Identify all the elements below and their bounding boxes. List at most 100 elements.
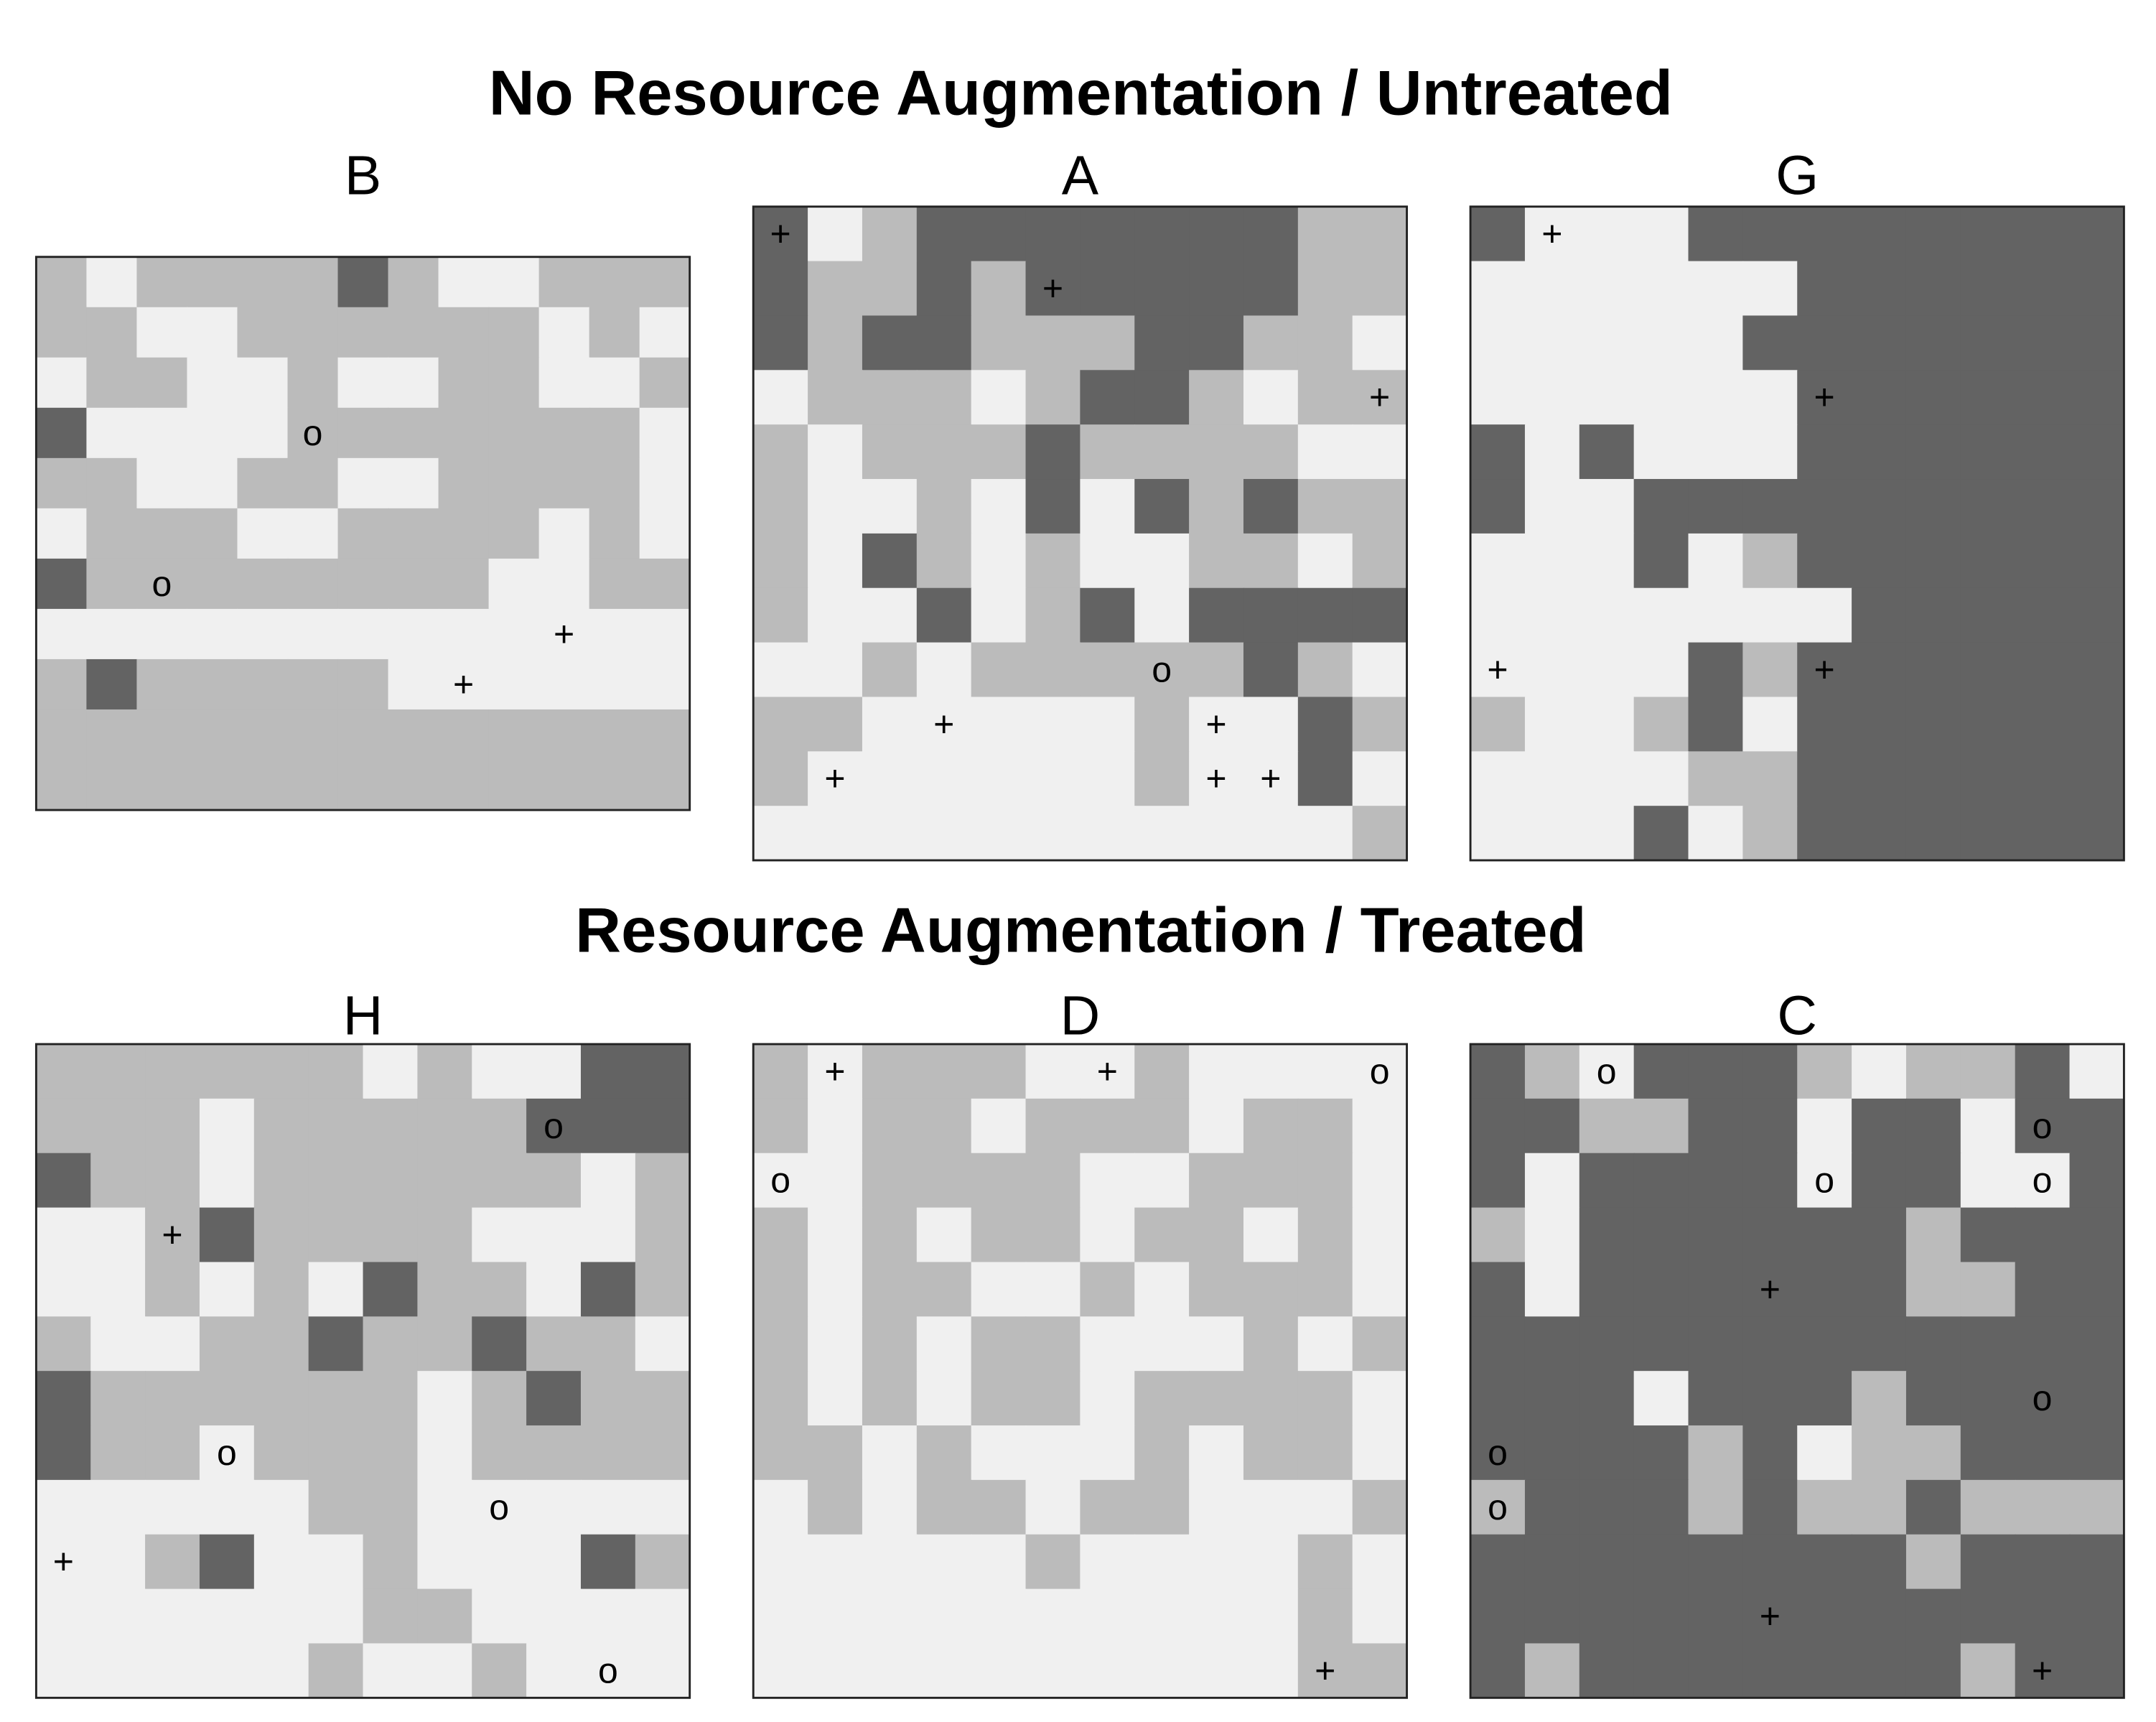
cell: [916, 1643, 972, 1699]
cell: [1797, 533, 1853, 589]
section-title: Resource Augmentation / Treated: [575, 895, 1586, 966]
cell: [639, 709, 691, 760]
cell: [526, 1371, 582, 1426]
cell: [753, 1425, 809, 1481]
cell: [253, 1643, 309, 1699]
cell: [1905, 206, 1961, 262]
cell: [438, 709, 490, 760]
cell: [1633, 1534, 1689, 1590]
cell: [86, 457, 138, 509]
cell: [538, 608, 590, 660]
cell: [1080, 261, 1136, 317]
cell: [1297, 424, 1353, 480]
cell: [1524, 1098, 1580, 1154]
cell: [308, 1262, 364, 1318]
cell: [1742, 1044, 1798, 1099]
cell: [1688, 1316, 1744, 1372]
cell: [1470, 1588, 1526, 1644]
panel-border: [1469, 1043, 2125, 1699]
cell: [237, 658, 289, 710]
cell: [86, 558, 138, 610]
cell: [2069, 1643, 2125, 1699]
cell: [1080, 1643, 1136, 1699]
cell: [2015, 1153, 2071, 1209]
cell: [1134, 1588, 1190, 1644]
cell: [1688, 1262, 1744, 1318]
cell: [808, 751, 863, 807]
cell: [1905, 1425, 1961, 1481]
cell: [145, 1316, 200, 1372]
cell: [36, 1262, 92, 1318]
cell: [308, 1371, 364, 1426]
cell: [1797, 1588, 1853, 1644]
cell: [1080, 1534, 1136, 1590]
cell: [287, 759, 339, 811]
cell: [1352, 806, 1408, 861]
cell: [237, 307, 289, 358]
cell: [639, 407, 691, 459]
cell: [1352, 1316, 1408, 1372]
cell: [1579, 1425, 1635, 1481]
cell: [538, 709, 590, 760]
cell: [86, 407, 138, 459]
cell: [589, 558, 640, 610]
cell: [580, 1534, 636, 1590]
cell: [1189, 479, 1244, 534]
cell: [1352, 370, 1408, 426]
cell: [287, 608, 339, 660]
cell: [363, 1262, 419, 1318]
cell: [1243, 1316, 1299, 1372]
cell: [237, 357, 289, 409]
cell: [1960, 806, 2016, 861]
cell: [2015, 1479, 2071, 1535]
cell: [36, 1207, 92, 1263]
cell: [237, 407, 289, 459]
cell: [1189, 697, 1244, 753]
cell: [1189, 1207, 1244, 1263]
cell: [1852, 315, 1907, 371]
cell: [308, 1534, 364, 1590]
cell: [472, 1262, 528, 1318]
cell-symbol: +: [1760, 1269, 1781, 1309]
cell: [136, 608, 188, 660]
cell: [145, 1371, 200, 1426]
cell: [1742, 1153, 1798, 1209]
cell: [1742, 642, 1798, 698]
cell: [1905, 261, 1961, 317]
cell: [1688, 424, 1744, 480]
cell: [1025, 424, 1081, 480]
cell: [1797, 1153, 1853, 1209]
cell: [1905, 1098, 1961, 1154]
cell: [753, 424, 809, 480]
cell: [1688, 1153, 1744, 1209]
cell: [337, 759, 389, 811]
cell: [971, 806, 1027, 861]
cell: [1579, 206, 1635, 262]
cell: [971, 479, 1027, 534]
cell: [1852, 1643, 1907, 1699]
cell: [1688, 1098, 1744, 1154]
cell: [417, 1425, 473, 1481]
cell: [808, 697, 863, 753]
cell: [488, 256, 540, 308]
cell: [1797, 1643, 1853, 1699]
cell: [2015, 642, 2071, 698]
cell: [1960, 1153, 2016, 1209]
cell: [526, 1098, 582, 1154]
cell: [1189, 806, 1244, 861]
cell: [753, 1044, 809, 1099]
cell-symbol: o: [1370, 1051, 1390, 1092]
cell: [2015, 1262, 2071, 1318]
cell: [86, 759, 138, 811]
panel: Ho + o o + o: [34, 985, 691, 1699]
cell: [1852, 1262, 1907, 1318]
cell: [1524, 1643, 1580, 1699]
cell: [1524, 1534, 1580, 1590]
cell: [526, 1153, 582, 1209]
cell: [363, 1534, 419, 1590]
cell: [1189, 1044, 1244, 1099]
cell: [1579, 751, 1635, 807]
cell: [2015, 206, 2071, 262]
cell: [1633, 1588, 1689, 1644]
cell: [1688, 479, 1744, 534]
